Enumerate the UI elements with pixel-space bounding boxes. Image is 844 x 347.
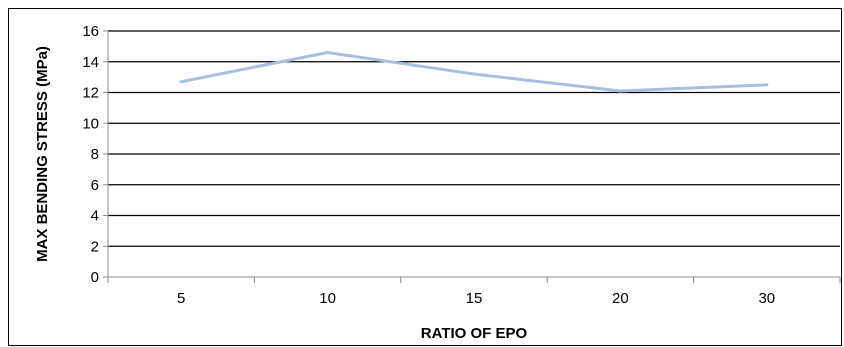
series-layer — [179, 51, 769, 93]
y-tick-label: 4 — [91, 208, 99, 225]
x-tick-label: 15 — [466, 290, 483, 307]
y-tick-label: 0 — [91, 269, 99, 286]
axes — [103, 30, 841, 283]
x-tick-label: 10 — [319, 290, 336, 307]
y-tick-label: 10 — [82, 115, 99, 132]
y-tick-label: 16 — [82, 23, 99, 40]
x-tick-label: 20 — [612, 290, 629, 307]
y-tick-label: 6 — [91, 177, 99, 194]
series-line — [179, 51, 769, 93]
data-point — [472, 72, 476, 76]
x-axis-title: RATIO OF EPO — [421, 325, 528, 342]
data-point — [765, 83, 769, 87]
y-tick-label: 14 — [82, 54, 99, 71]
tick-labels: 0 2 4 6 8 10 12 14 16 5 10 15 20 30 — [82, 23, 775, 307]
y-tick-label: 2 — [91, 238, 99, 255]
chart-frame — [8, 8, 842, 346]
data-point — [326, 51, 330, 55]
y-tick-label: 8 — [91, 146, 99, 163]
x-tick-label: 5 — [177, 290, 185, 307]
y-tick-label: 12 — [82, 85, 99, 102]
data-point — [618, 89, 622, 93]
y-axis-title: MAX BENDING STRESS (MPa) — [34, 46, 51, 262]
gridlines — [108, 30, 840, 247]
data-point — [179, 80, 183, 84]
x-tick-label: 30 — [758, 290, 775, 307]
